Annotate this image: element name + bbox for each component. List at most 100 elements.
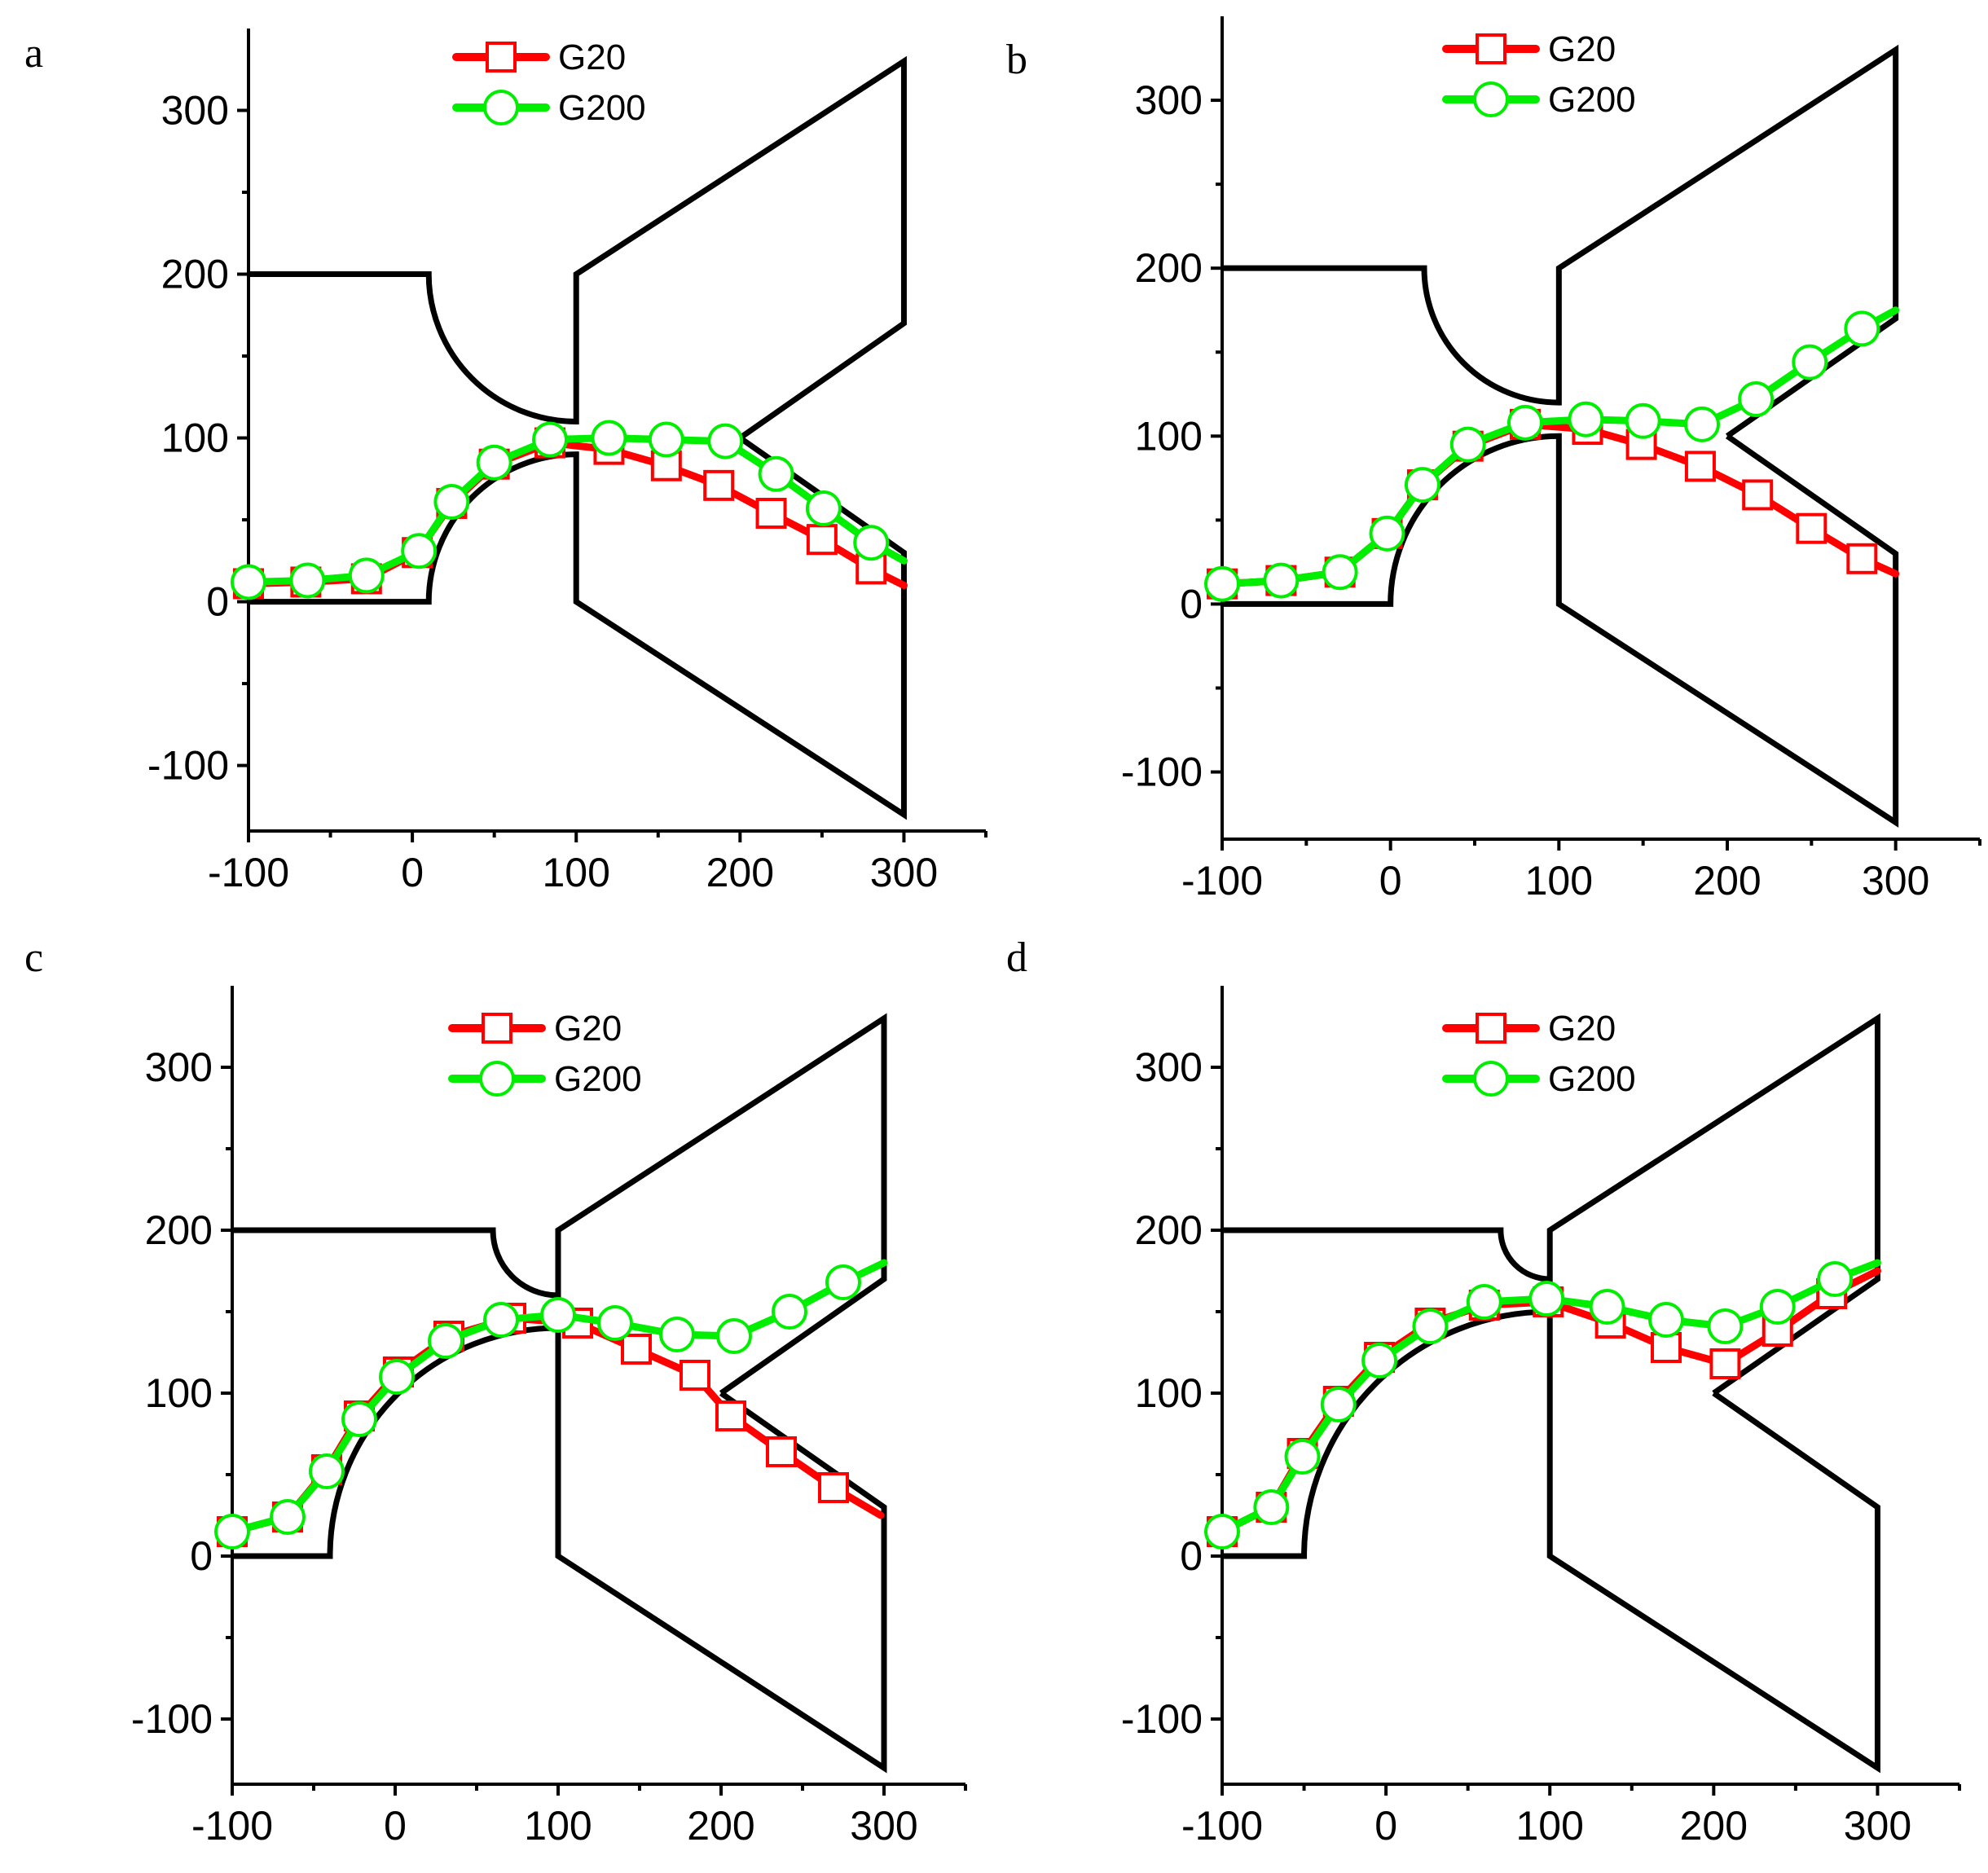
data-point-g20 [755,498,787,530]
panel-d: d -100 0 100 200 300 -100 0 100 200 300 G20 G200 [1006,934,1961,1849]
data-point-g200 [648,421,684,458]
data-point-g200 [1528,1281,1565,1317]
upper-wall [1222,1013,1880,1396]
y-tick-label: 300 [145,1044,213,1090]
y-tick-label: 200 [161,252,229,297]
y-tick-label: 100 [1135,1370,1203,1416]
x-tick-label: 200 [1693,858,1761,904]
y-tick-label: 300 [1135,77,1203,123]
legend-marker-square [1476,1013,1506,1044]
legend-label-g20: G20 [558,37,626,77]
data-point-g200 [1844,310,1880,347]
lower-wall [1222,1308,1880,1774]
x-tick-label: -100 [191,1803,273,1849]
y-tick-label: 100 [145,1370,213,1416]
data-point-g200 [825,1264,861,1300]
data-point-g200 [540,1297,576,1333]
legend-marker-circle [1473,81,1509,117]
data-point-g200 [1568,401,1604,437]
panel-letter: d [1006,934,1027,981]
data-point-g200 [309,1453,345,1489]
x-tick-label: 200 [706,850,774,895]
lower-wall [248,435,907,820]
data-point-g20 [806,524,838,556]
data-point-g200 [270,1499,306,1535]
lower-wall [1222,433,1899,828]
data-point-g20 [680,1360,710,1391]
x-tick-label: 0 [1374,1803,1397,1849]
data-point-g20 [621,1334,652,1365]
data-point-g200 [1738,380,1775,417]
y-tick-label: -100 [1121,750,1203,795]
data-point-g200 [483,1302,519,1338]
y-tick-label: 300 [1135,1044,1203,1090]
legend-marker-square [482,1013,512,1044]
data-point-g200 [341,1401,377,1437]
data-point-g200 [1648,1302,1685,1338]
data-point-g200 [1204,565,1240,602]
data-point-g200 [853,525,890,561]
data-point-g20 [818,1472,849,1503]
legend-label-g20: G20 [1548,1009,1616,1049]
data-point-g200 [379,1359,415,1395]
data-point-g200 [1625,402,1661,439]
data-point-g200 [401,533,438,569]
data-point-g200 [1589,1289,1625,1325]
y-tick-label: 100 [161,415,229,461]
data-point-g200 [758,455,794,492]
x-tick-label: 300 [850,1803,917,1849]
y-tick-label: -100 [131,1696,213,1742]
x-tick-label: -100 [208,850,289,895]
data-point-g200 [1322,554,1358,591]
y-tick-label: 200 [145,1207,213,1253]
y-tick-label: 100 [1135,413,1203,459]
panel-a: a -100 0 100 200 300 -100 0 100 200 300 G20 G200 [24,29,987,895]
data-point-g200 [1792,344,1828,380]
data-point-g200 [1817,1261,1854,1297]
legend-marker-square [486,42,517,73]
data-point-g200 [659,1317,695,1352]
data-point-g200 [428,1323,464,1359]
legend: G20 G200 [452,37,646,128]
data-point-g200 [772,1294,807,1330]
data-point-g200 [476,444,512,481]
x-tick-label: 100 [1516,1803,1584,1849]
panel-c: c -100 0 100 200 300 -100 0 100 200 300 G20 G200 [24,934,967,1849]
y-tick-label: 300 [161,88,229,134]
data-point-g200 [591,420,627,456]
data-point-g200 [707,423,744,459]
upper-wall [248,55,907,441]
data-point-g20 [715,1400,746,1431]
data-point-g20 [1709,1348,1741,1379]
data-point-g20 [703,469,735,501]
data-point-g200 [1204,1514,1240,1550]
legend-marker-circle [479,1061,515,1097]
panel-b: b -100 0 100 200 300 -100 0 100 200 300 G20 G200 [1006,16,1981,904]
data-point-g200 [805,490,842,526]
legend-marker-circle [1473,1061,1509,1097]
data-point-g200 [1412,1308,1449,1344]
x-tick-label: -100 [1181,1803,1263,1849]
panel-letter: c [24,934,43,981]
lower-wall [232,1325,887,1774]
legend-marker-square [1476,33,1506,64]
y-tick-label: 0 [1180,1533,1203,1579]
data-point-g200 [1759,1289,1796,1325]
x-tick-label: 200 [1680,1803,1748,1849]
legend: G20 G200 [448,1009,642,1099]
data-point-g20 [1846,543,1878,574]
legend-label-g200: G200 [1548,1059,1636,1099]
y-tick-label: 0 [190,1533,213,1579]
legend-label-g20: G20 [554,1009,622,1049]
data-point-g200 [289,562,326,599]
data-point-g200 [1466,1284,1502,1320]
data-point-g20 [1742,479,1774,511]
data-point-g200 [1263,562,1300,599]
panel-letter: a [24,30,43,77]
y-tick-label: 0 [206,579,229,625]
legend-label-g200: G200 [1548,80,1636,120]
data-point-g200 [214,1514,250,1550]
x-tick-label: 100 [1525,858,1593,904]
data-point-g200 [1684,406,1720,442]
